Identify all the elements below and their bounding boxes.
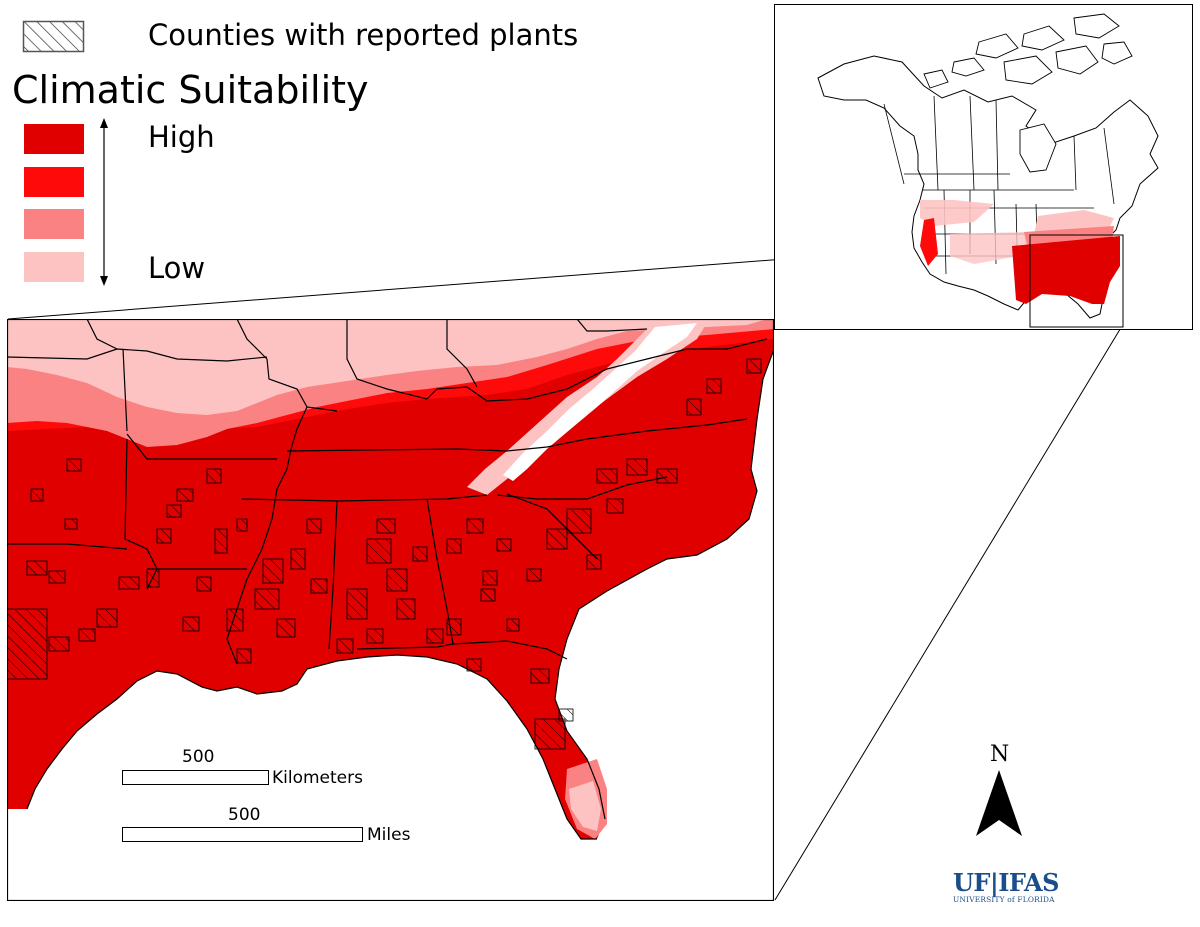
counties-with-reported-plants <box>7 358 762 750</box>
logo-main-text: UF|IFAS <box>953 868 1060 897</box>
scale-bar-mi <box>122 827 363 842</box>
north-letter: N <box>990 742 1010 767</box>
legend-swatch-medium-high <box>24 167 84 197</box>
atlantic-coastline <box>554 348 774 820</box>
main-map-frame <box>7 319 774 901</box>
north-arrow-icon <box>976 770 1022 836</box>
legend-swatch-low <box>24 252 84 282</box>
legend-title: Climatic Suitability <box>12 68 369 112</box>
appalachian-white-ridge <box>503 323 697 481</box>
uf-ifas-logo: UF|IFAS UNIVERSITY of FLORIDA <box>953 868 1060 904</box>
scale-km-unit: Kilometers <box>272 768 363 788</box>
arctic-islands <box>923 13 1133 89</box>
hatch-legend-swatch <box>22 20 85 53</box>
south-florida-lowest <box>569 781 601 831</box>
legend-high-label: High <box>148 120 215 154</box>
legend-swatch-high <box>24 124 84 154</box>
hatch-legend-label: Counties with reported plants <box>148 18 579 52</box>
scale-mi-unit: Miles <box>367 825 411 845</box>
band-low <box>7 319 767 415</box>
logo-sub-text: UNIVERSITY of FLORIDA <box>953 895 1055 904</box>
hudson-bay <box>1019 123 1057 173</box>
gulf-coastline <box>26 654 597 840</box>
suitability-arrow-icon <box>100 118 108 286</box>
legend-swatch-medium-low <box>24 209 84 239</box>
inset-map-north-america <box>774 4 1193 330</box>
inset-zoom-frame <box>1029 234 1124 328</box>
inset-suitability-shading <box>920 200 1120 304</box>
main-map-southeast-us <box>7 319 774 901</box>
state-borders <box>7 319 768 665</box>
scale-mi-value: 500 <box>228 805 261 825</box>
legend-low-label: Low <box>148 251 206 285</box>
scale-bar-km <box>122 770 269 785</box>
scale-km-value: 500 <box>182 747 215 767</box>
